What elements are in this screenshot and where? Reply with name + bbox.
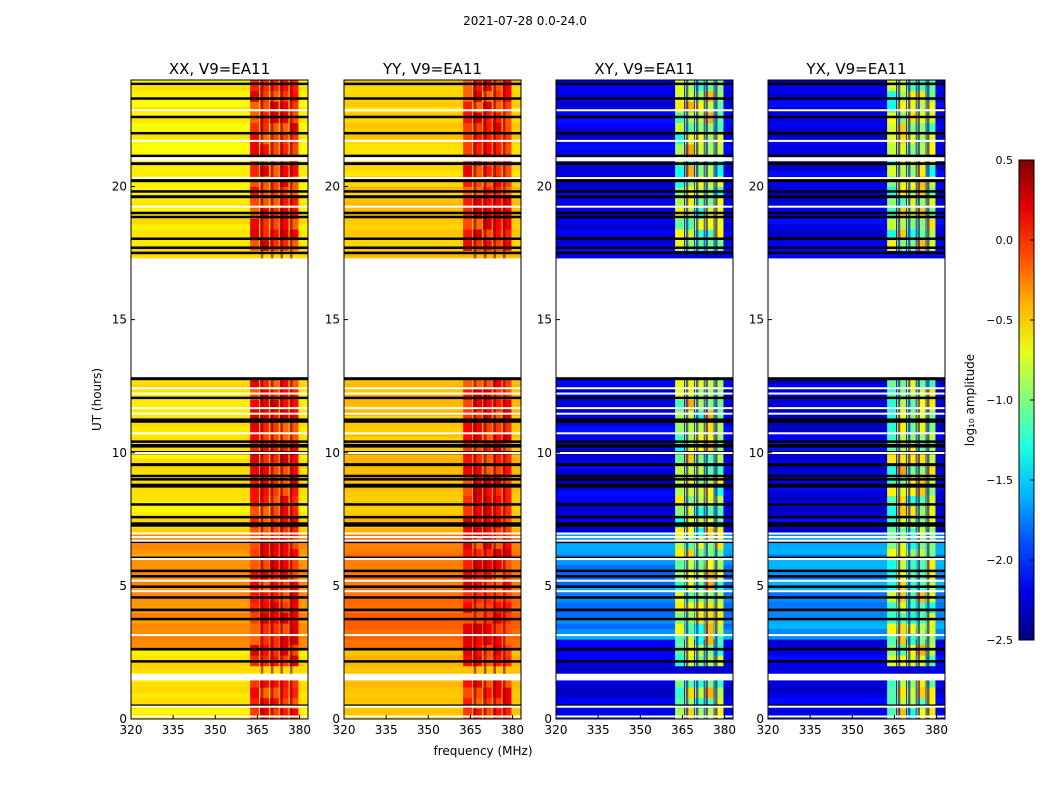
x-tick-label: 350 [204,723,227,737]
y-tick-label: 0 [119,712,127,726]
y-tick-label: 0 [756,712,764,726]
y-tick-label: 5 [332,579,340,593]
panel-title: YY, V9=EA11 [382,60,482,78]
colorbar-tick-label: −1.0 [986,394,1013,407]
y-tick-label: 20 [537,180,552,194]
x-tick-label: 365 [883,723,906,737]
x-tick-label: 320 [333,723,356,737]
y-tick-label: 15 [325,313,340,327]
panel-title: YX, V9=EA11 [805,60,906,78]
y-tick-label: 20 [112,180,127,194]
colorbar-tick-label: −2.5 [986,634,1013,647]
y-tick-label: 10 [749,446,764,460]
panel-yx: YX, V9=EA11 320 335 350 365 380 0 5 10 15 20 [749,60,948,737]
x-tick-label: 320 [545,723,568,737]
x-axis-label: frequency (MHz) [433,744,532,758]
colorbar-tick-label: −2.0 [986,554,1013,567]
x-tick-label: 335 [587,723,610,737]
y-tick-label: 10 [325,446,340,460]
y-tick-label: 5 [119,579,127,593]
colorbar-tick-label: 0.0 [996,234,1014,247]
panel-xy: XY, V9=EA11 320 335 350 365 380 0 5 10 15 20 [537,60,736,737]
y-tick-label: 0 [544,712,552,726]
y-tick-label: 10 [537,446,552,460]
panel-title: XY, V9=EA11 [594,60,694,78]
x-tick-label: 365 [671,723,694,737]
x-tick-label: 320 [757,723,780,737]
colorbar-tick-label: 0.5 [996,154,1014,167]
y-tick-label: 15 [537,313,552,327]
x-tick-label: 380 [501,723,524,737]
colorbar: 0.5 0.0 −0.5 −1.0 −1.5 −2.0 −2.5 log₁₀ amplitud… [963,154,1035,647]
x-tick-label: 350 [417,723,440,737]
y-tick-label: 10 [112,446,127,460]
x-tick-label: 365 [459,723,482,737]
x-tick-label: 380 [288,723,311,737]
x-tick-label: 350 [629,723,652,737]
x-tick-label: 335 [162,723,185,737]
y-tick-label: 20 [749,180,764,194]
figure-title: 2021-07-28 0.0-24.0 [463,14,587,28]
colorbar-label: log₁₀ amplitude [963,354,977,446]
panel-yy: YY, V9=EA11 320 335 350 365 380 0 5 10 15 20 [325,60,524,737]
y-tick-label: 20 [325,180,340,194]
y-tick-label: 15 [112,313,127,327]
y-tick-label: 5 [756,579,764,593]
x-tick-label: 335 [799,723,822,737]
x-tick-label: 380 [925,723,948,737]
y-tick-label: 15 [749,313,764,327]
y-tick-label: 0 [332,712,340,726]
x-tick-label: 365 [246,723,269,737]
x-tick-label: 350 [841,723,864,737]
colorbar-tick-label: −1.5 [986,474,1013,487]
y-axis-label: UT (hours) [90,368,104,431]
x-tick-label: 320 [120,723,143,737]
panel-title: XX, V9=EA11 [169,60,270,78]
y-tick-label: 5 [544,579,552,593]
panel-xx: XX, V9=EA11 320 335 350 365 380 0 5 10 15 20 [112,60,311,737]
x-tick-label: 335 [375,723,398,737]
x-tick-label: 380 [713,723,736,737]
colorbar-tick-label: −0.5 [986,314,1013,327]
